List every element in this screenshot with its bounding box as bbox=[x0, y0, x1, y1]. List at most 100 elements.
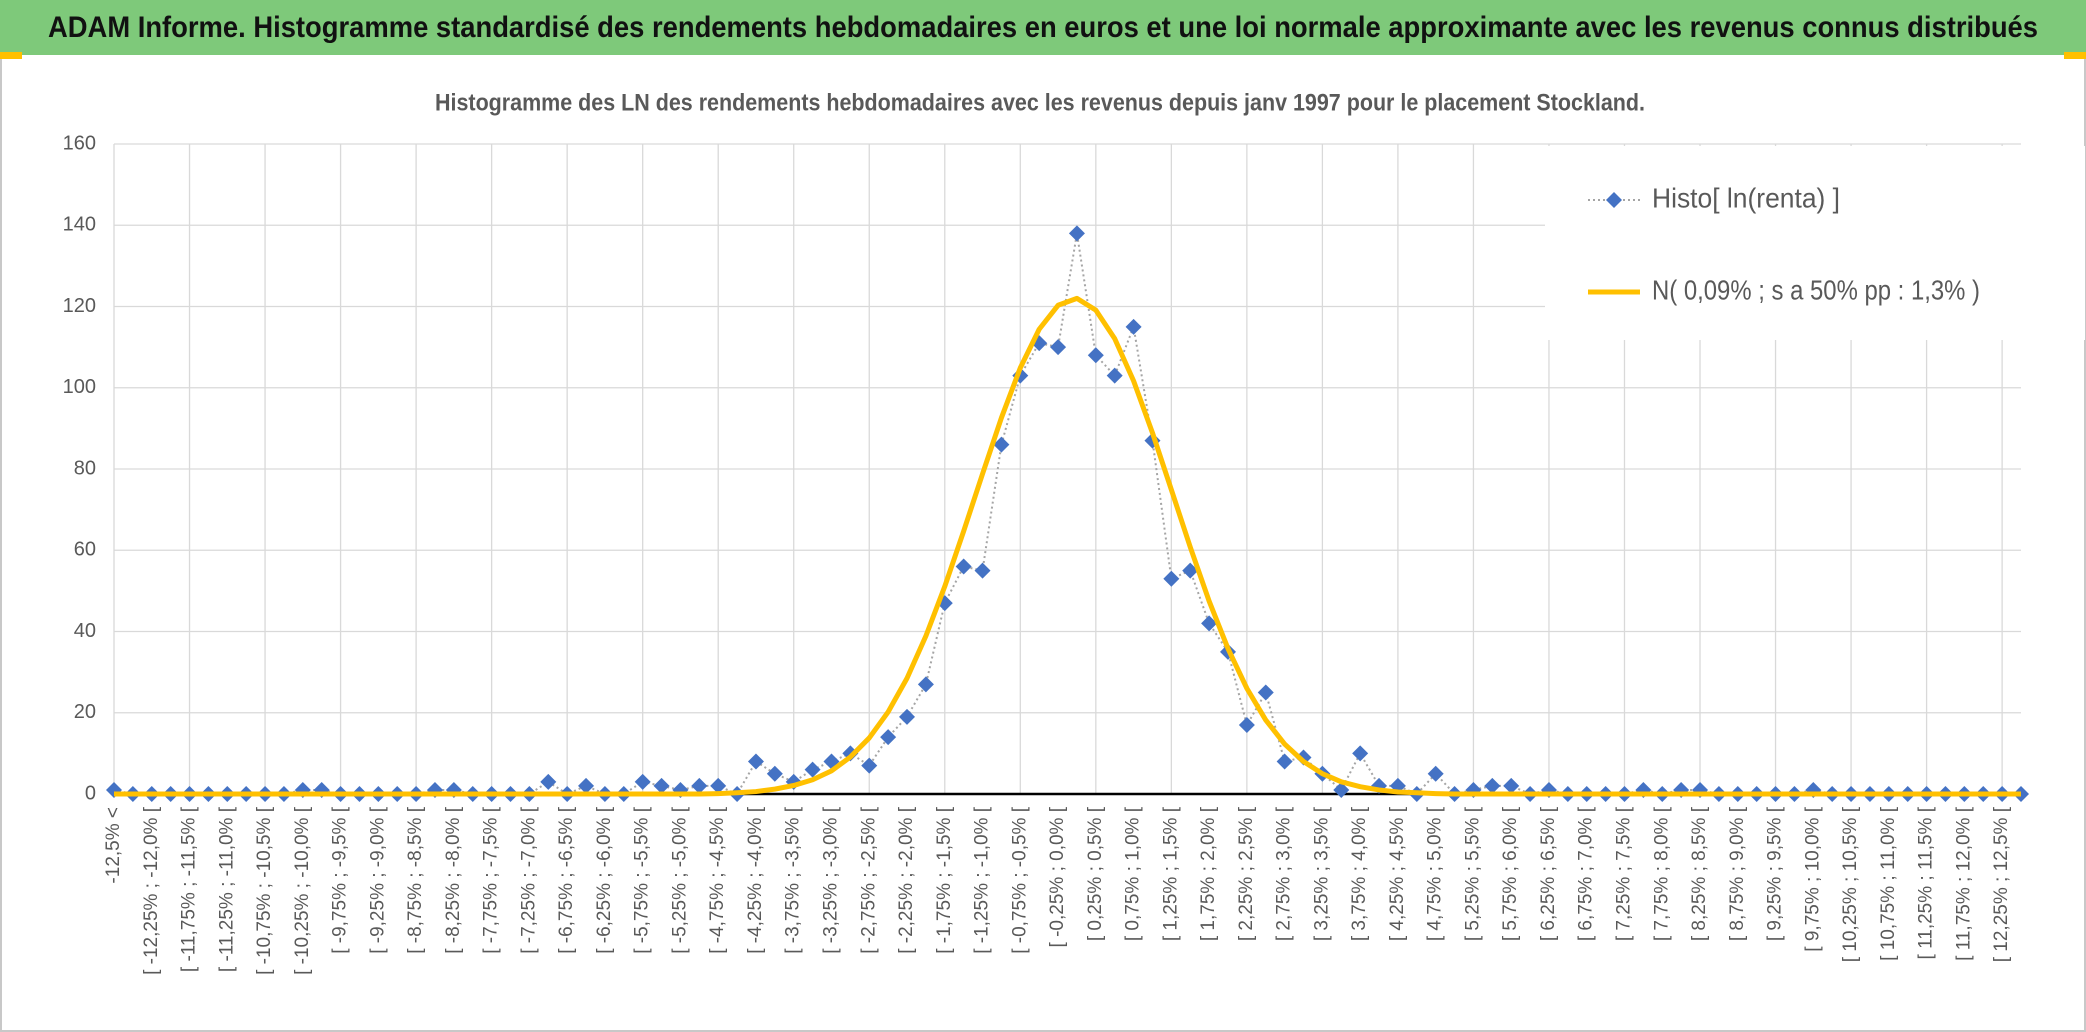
y-tick-label: 20 bbox=[74, 701, 96, 723]
x-tick-label: [ -3,25% ; -3,0% [ bbox=[821, 806, 842, 954]
data-point bbox=[1427, 765, 1444, 782]
x-tick-label: [ 7,75% ; 8,0% [ bbox=[1651, 806, 1672, 941]
x-tick-label: [ -0,25% ; 0,0% [ bbox=[1047, 806, 1068, 947]
x-tick-label: [ -9,75% ; -9,5% [ bbox=[330, 806, 351, 954]
x-tick-label: [ 0,75% ; 1,0% [ bbox=[1123, 806, 1144, 941]
y-tick-label: 40 bbox=[74, 620, 96, 642]
y-tick-label: 0 bbox=[85, 782, 96, 804]
x-tick-label: [ -2,75% ; -2,5% [ bbox=[858, 806, 879, 954]
data-point bbox=[710, 777, 727, 794]
x-tick-label: [ -2,25% ; -2,0% [ bbox=[896, 806, 917, 954]
x-tick-label: [ 0,25% ; 0,5% [ bbox=[1085, 806, 1106, 941]
series-line bbox=[114, 295, 2021, 797]
x-tick-label: [ -8,75% ; -8,5% [ bbox=[405, 806, 426, 954]
data-point bbox=[1352, 745, 1369, 762]
x-tick-label: [ 6,75% ; 7,0% [ bbox=[1576, 806, 1597, 941]
data-point bbox=[1182, 562, 1199, 579]
data-point bbox=[653, 777, 670, 794]
x-tick-label: [ 3,25% ; 3,5% [ bbox=[1311, 806, 1332, 941]
y-tick-label: 120 bbox=[63, 295, 96, 317]
data-point bbox=[955, 558, 972, 575]
data-point bbox=[691, 777, 708, 794]
x-tick-label: [ 10,75% ; 11,0% [ bbox=[1878, 806, 1899, 961]
data-point bbox=[861, 757, 878, 774]
x-tick-label: [ 1,25% ; 1,5% [ bbox=[1160, 806, 1181, 941]
x-tick-label: [ 3,75% ; 4,0% [ bbox=[1349, 806, 1370, 941]
x-tick-label: [ -6,25% ; -6,0% [ bbox=[594, 806, 615, 954]
x-tick-label: [ 4,25% ; 4,5% [ bbox=[1387, 806, 1408, 941]
data-point bbox=[804, 761, 821, 778]
x-tick-label: [ 11,25% ; 11,5% [ bbox=[1916, 806, 1937, 959]
x-tick-label: [ -8,25% ; -8,0% [ bbox=[443, 806, 464, 954]
x-tick-label: [ 6,25% ; 6,5% [ bbox=[1538, 806, 1559, 941]
x-tick-label: [ -7,75% ; -7,5% [ bbox=[481, 806, 502, 954]
data-point bbox=[1068, 225, 1085, 242]
x-tick-label: [ 5,25% ; 5,5% [ bbox=[1462, 806, 1483, 941]
data-point bbox=[899, 708, 916, 725]
x-tick-label: [ -4,25% ; -4,0% [ bbox=[745, 806, 766, 954]
y-tick-label: 60 bbox=[74, 539, 96, 561]
data-point bbox=[1503, 777, 1520, 794]
data-point bbox=[1106, 367, 1123, 384]
x-tick-label: [ -10,25% ; -10,0% [ bbox=[292, 806, 313, 975]
data-point bbox=[993, 436, 1010, 453]
x-tick-label: [ 1,75% ; 2,0% [ bbox=[1198, 806, 1219, 941]
x-tick-label: [ 7,25% ; 7,5% [ bbox=[1614, 806, 1635, 941]
corner bbox=[2064, 52, 2086, 59]
series-line bbox=[113, 233, 2021, 796]
y-tick-label: 140 bbox=[63, 214, 96, 236]
x-tick-label: [ 9,75% ; 10,0% [ bbox=[1802, 806, 1823, 951]
data-point bbox=[1276, 753, 1293, 770]
header-title: ADAM Informe. Histogramme standardisé de… bbox=[48, 11, 2038, 44]
data-point bbox=[1201, 615, 1218, 632]
data-point bbox=[974, 562, 991, 579]
data-point bbox=[1333, 781, 1350, 798]
data-point bbox=[1257, 684, 1274, 701]
data-point bbox=[766, 765, 783, 782]
legend-marker bbox=[1606, 192, 1622, 208]
axis-labels: 0 20 40 60 80 100 120 140 160 -12,5% < [ -12,25% ;… bbox=[63, 132, 2013, 975]
corner bbox=[0, 52, 22, 59]
x-tick-label: [ -6,75% ; -6,5% [ bbox=[556, 806, 577, 954]
data-point bbox=[634, 773, 651, 790]
legend-label: Histo[ ln(renta) ] bbox=[1652, 182, 1840, 213]
data-point bbox=[1125, 318, 1142, 335]
grid bbox=[113, 143, 2021, 796]
y-tick-label: 100 bbox=[63, 376, 96, 398]
data-point bbox=[578, 777, 595, 794]
x-tick-label: [ -10,75% ; -10,5% [ bbox=[254, 806, 275, 975]
data-point bbox=[1238, 716, 1255, 733]
chart-title: Histogramme des LN des rendements hebdom… bbox=[435, 89, 1645, 116]
data-point bbox=[1484, 777, 1501, 794]
x-tick-label: [ 8,75% ; 9,0% [ bbox=[1727, 806, 1748, 941]
data-point bbox=[1087, 347, 1104, 364]
x-tick-label: [ -11,75% ; -11,5% [ bbox=[179, 806, 200, 972]
legend-label: N( 0,09% ; s a 50% pp : 1,3% ) bbox=[1652, 274, 1980, 305]
x-tick-label: [ -3,75% ; -3,5% [ bbox=[783, 806, 804, 954]
x-tick-label: [ 12,25% ; 12,5% [ bbox=[1991, 806, 2012, 962]
data-point bbox=[540, 773, 557, 790]
data-point bbox=[880, 729, 897, 746]
x-tick-label: [ -5,75% ; -5,5% [ bbox=[632, 806, 653, 954]
x-tick-label: -12,5% < bbox=[103, 807, 124, 884]
x-tick-label: [ -0,75% ; -0,5% [ bbox=[1009, 806, 1030, 954]
legend: Histo[ ln(renta) ] N( 0,09% ; s a 50% pp … bbox=[1545, 146, 2085, 340]
data-point bbox=[747, 753, 764, 770]
x-tick-label: [ -1,75% ; -1,5% [ bbox=[934, 806, 955, 954]
x-tick-label: [ -11,25% ; -11,0% [ bbox=[216, 806, 237, 972]
x-tick-label: [ -9,25% ; -9,0% [ bbox=[367, 806, 388, 954]
x-tick-label: [ 8,25% ; 8,5% [ bbox=[1689, 806, 1710, 941]
data-point bbox=[917, 676, 934, 693]
x-tick-label: [ -4,75% ; -4,5% [ bbox=[707, 806, 728, 954]
x-tick-label: [ 11,75% ; 12,0% [ bbox=[1953, 806, 1974, 961]
x-tick-label: [ -1,25% ; -1,0% [ bbox=[972, 806, 993, 954]
x-tick-label: [ -7,25% ; -7,0% [ bbox=[518, 806, 539, 954]
y-tick-label: 80 bbox=[74, 457, 96, 479]
x-tick-label: [ 2,75% ; 3,0% [ bbox=[1274, 806, 1295, 941]
plot-area bbox=[106, 225, 2029, 802]
x-tick-label: [ 10,25% ; 10,5% [ bbox=[1840, 806, 1861, 962]
x-tick-label: [ 2,25% ; 2,5% [ bbox=[1236, 806, 1257, 941]
header-bar bbox=[0, 0, 2086, 55]
